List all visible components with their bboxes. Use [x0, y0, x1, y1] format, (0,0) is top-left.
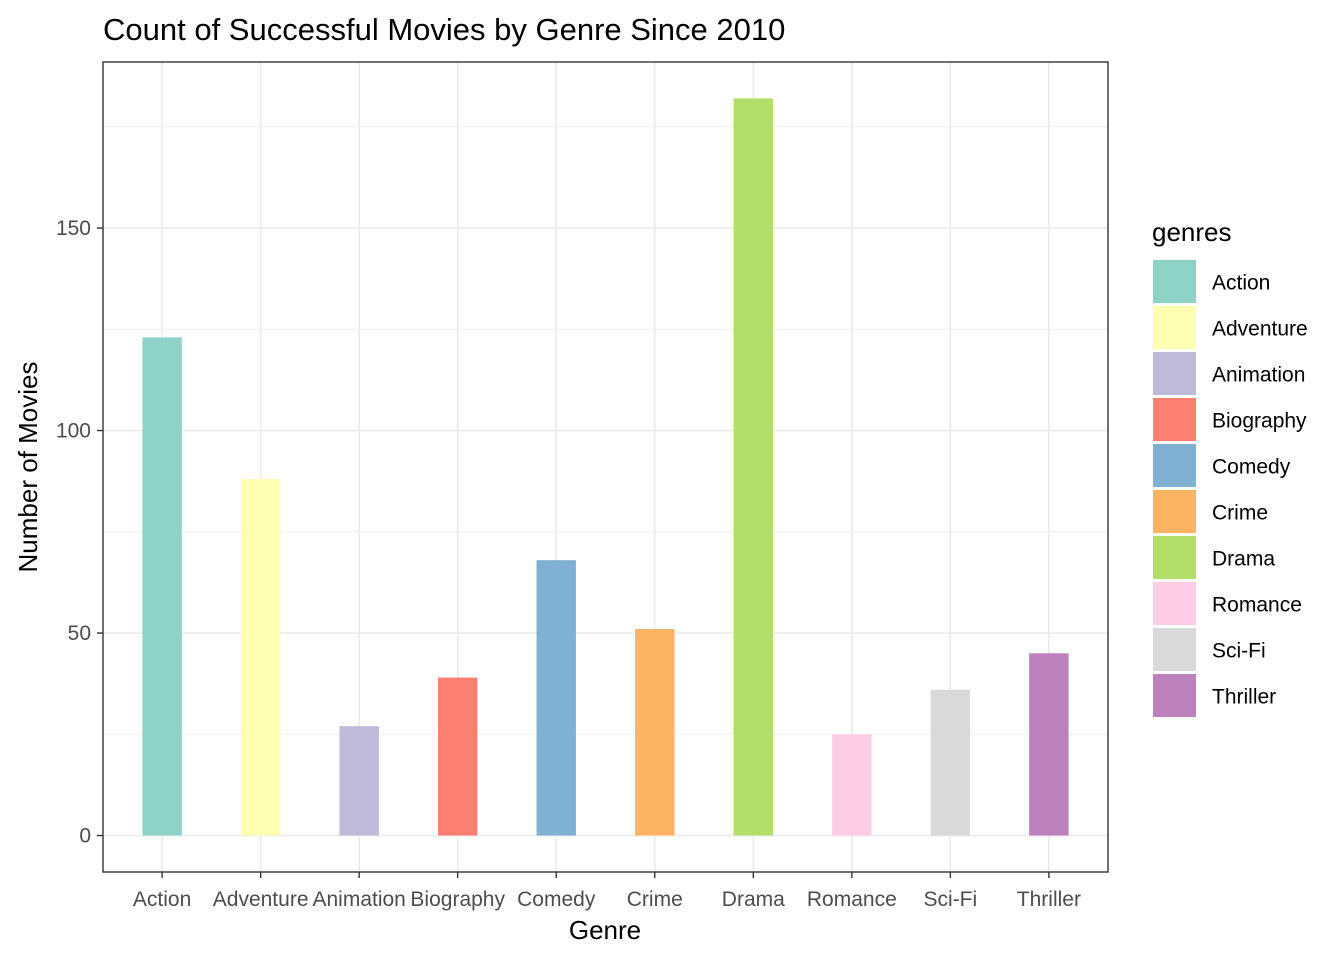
legend-key-biography [1153, 398, 1196, 441]
legend-label: Sci-Fi [1212, 640, 1266, 663]
x-tick-label: Thriller [1017, 888, 1081, 911]
legend-key-crime [1153, 490, 1196, 533]
legend-key-romance [1153, 582, 1196, 625]
y-tick-label: 100 [56, 420, 91, 443]
x-tick-label: Drama [722, 888, 785, 911]
legend-label: Comedy [1212, 456, 1291, 479]
bar-adventure [240, 479, 281, 836]
bar-drama [733, 98, 773, 836]
x-axis-title: Genre [569, 915, 641, 945]
x-tick-label: Adventure [213, 888, 309, 911]
legend-key-comedy [1153, 444, 1196, 487]
bar-biography [438, 677, 478, 836]
bar-sci-fi [930, 689, 971, 836]
legend: genres Action Adventure Animation Biography… [1152, 217, 1308, 717]
x-tick-label: Crime [627, 888, 683, 911]
x-tick-label: Animation [312, 888, 405, 911]
bar-thriller [1029, 653, 1069, 836]
legend-key-thriller [1153, 674, 1196, 717]
bars [142, 98, 1069, 836]
y-tick-label: 50 [68, 622, 91, 645]
bar-romance [832, 734, 872, 836]
y-tick-label: 0 [79, 825, 91, 848]
plot-area [102, 61, 1109, 873]
bar-action [142, 337, 182, 836]
x-tick-label: Biography [410, 888, 505, 911]
x-tick-label: Romance [807, 888, 897, 911]
legend-key-drama [1153, 536, 1196, 579]
x-tick-label: Comedy [517, 888, 596, 911]
legend-label: Adventure [1212, 318, 1308, 341]
legend-key-sci-fi [1153, 628, 1196, 671]
legend-label: Biography [1212, 410, 1307, 433]
legend-key-action [1153, 260, 1196, 303]
legend-key-animation [1153, 352, 1196, 395]
legend-label: Animation [1212, 364, 1305, 387]
chart-title: Count of Successful Movies by Genre Sinc… [103, 12, 785, 47]
legend-label: Drama [1212, 548, 1275, 571]
legend-items: Action Adventure Animation Biography Comedy C… [1153, 260, 1308, 717]
legend-label: Romance [1212, 594, 1302, 617]
x-tick-label: Sci-Fi [924, 888, 978, 911]
legend-key-adventure [1153, 306, 1196, 349]
legend-label: Thriller [1212, 686, 1276, 709]
plot-border [102, 61, 1109, 873]
x-tick-label: Action [133, 888, 191, 911]
bar-animation [339, 726, 379, 836]
bar-comedy [536, 560, 576, 836]
y-axis: 0 50 100 150 [56, 217, 103, 848]
x-axis: Action Adventure Animation Biography Comedy C… [133, 872, 1081, 911]
y-tick-label: 150 [56, 217, 91, 240]
legend-title: genres [1152, 217, 1232, 247]
bar-crime [635, 629, 675, 836]
legend-label: Crime [1212, 502, 1268, 525]
y-axis-title: Number of Movies [13, 362, 43, 573]
legend-label: Action [1212, 272, 1270, 295]
